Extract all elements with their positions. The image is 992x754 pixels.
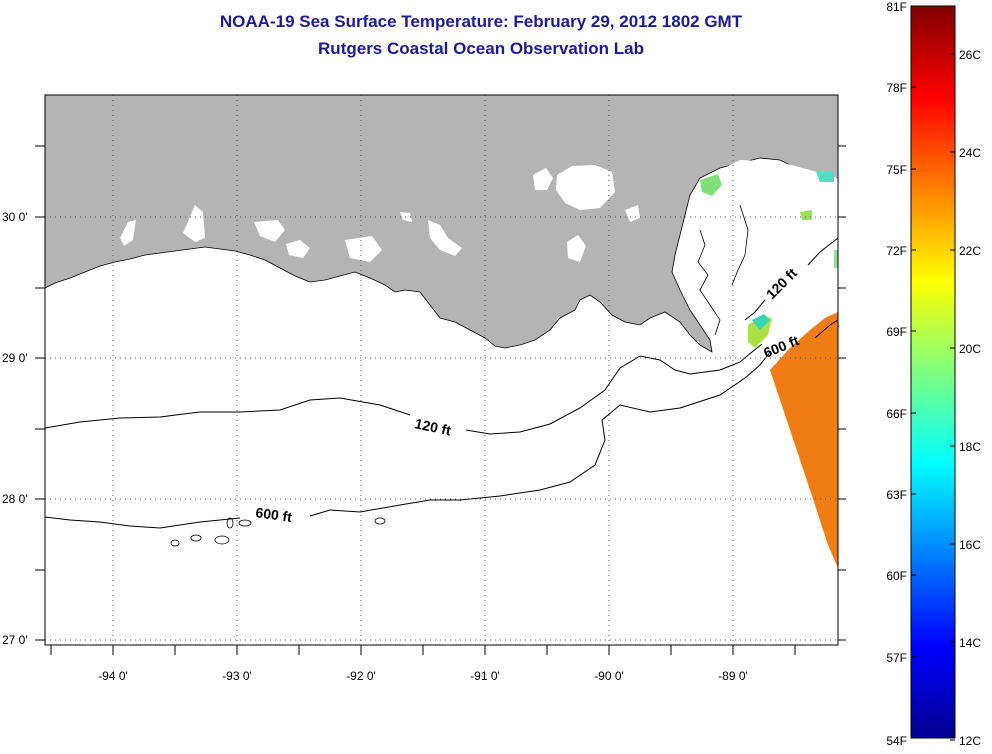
- lake: [533, 168, 553, 190]
- lake: [286, 240, 310, 258]
- lat-label: 27 0': [2, 633, 28, 647]
- lon-label: -91 0': [470, 669, 500, 683]
- lake: [428, 220, 462, 256]
- colorbar-c-label: 14C: [959, 636, 981, 650]
- isobath-label-120ft: 120 ft: [413, 415, 452, 438]
- lake: [254, 220, 285, 242]
- colorbar-c-label: 18C: [959, 440, 981, 454]
- colorbar-c-label: 20C: [959, 342, 981, 356]
- colorbar-ticks: [911, 5, 955, 741]
- sst-cool-patch: [800, 210, 812, 220]
- colorbar-f-label: 78F: [886, 81, 907, 95]
- isobath-600ft: [814, 319, 838, 339]
- sst-cool-patch: [834, 250, 838, 268]
- colorbar-f-label: 60F: [886, 569, 907, 583]
- seamounts: [170, 517, 386, 547]
- lake: [183, 205, 205, 242]
- colorbar-c-label: 22C: [959, 244, 981, 258]
- sst-cool-patch: [816, 172, 834, 182]
- lon-label: -94 0': [98, 669, 128, 683]
- colorbar-f-label: 63F: [886, 488, 907, 502]
- map-border: [44, 94, 839, 646]
- lake: [567, 235, 586, 262]
- colorbar-f-label: 75F: [886, 163, 907, 177]
- lake: [625, 205, 640, 222]
- lon-label: -89 0': [718, 669, 748, 683]
- land-mass: [45, 95, 838, 353]
- colorbar-c-label: 26C: [959, 48, 981, 62]
- sst-warm-swath: [770, 312, 838, 568]
- lake: [556, 165, 615, 210]
- isobath-120ft: [45, 343, 763, 435]
- lon-label: -93 0': [222, 669, 252, 683]
- chart-subtitle: Rutgers Coastal Ocean Observation Lab: [318, 39, 644, 58]
- sst-cool-patch: [752, 314, 770, 330]
- graticule: [45, 95, 838, 645]
- colorbar-f-label: 69F: [886, 325, 907, 339]
- lat-label: 30 0': [2, 210, 28, 224]
- sst-cool-patch: [700, 174, 722, 196]
- colorbar-c-label: 12C: [959, 734, 981, 748]
- isobath-label-600ft: 600 ft: [255, 504, 294, 525]
- lake: [345, 236, 382, 262]
- delta-coast: [697, 204, 749, 336]
- tick-marks: [35, 145, 846, 655]
- mississippi-delta-water: [698, 160, 838, 345]
- colorbar-f-label: 66F: [886, 407, 907, 421]
- isobath-600ft: [45, 351, 771, 529]
- colorbar-c-label: 24C: [959, 146, 981, 160]
- colorbar-gradient: [910, 5, 956, 739]
- colorbar-f-label: 81F: [886, 0, 907, 14]
- colorbar-c-label: 16C: [959, 538, 981, 552]
- colorbar-f-label: 57F: [886, 651, 907, 665]
- lon-label: -90 0': [594, 669, 624, 683]
- isobath-120ft: [744, 237, 838, 321]
- colorbar-f-label: 72F: [886, 244, 907, 258]
- colorbar-f-label: 54F: [886, 734, 907, 748]
- lat-label: 28 0': [2, 492, 28, 506]
- lon-label: -92 0': [346, 669, 376, 683]
- chart-title: NOAA-19 Sea Surface Temperature: Februar…: [219, 12, 743, 31]
- lake: [120, 220, 136, 246]
- lat-label: 29 0': [2, 351, 28, 365]
